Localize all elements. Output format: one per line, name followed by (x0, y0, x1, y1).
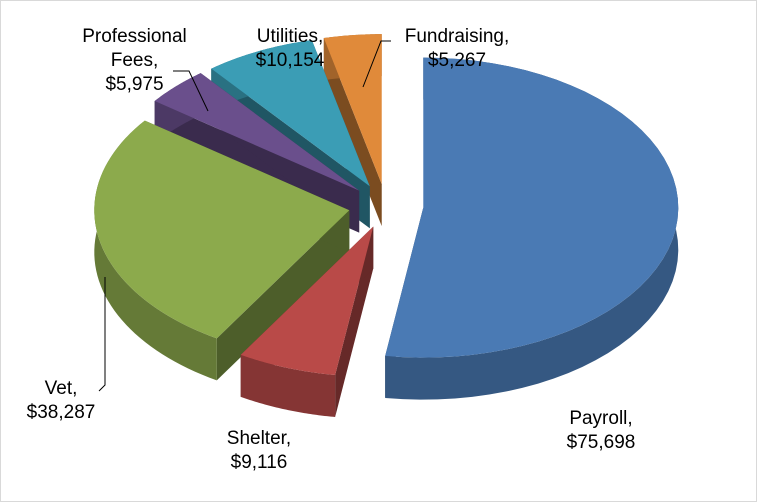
category-label: Vet, (44, 378, 78, 399)
value-label: $10,154 (255, 50, 325, 71)
category-label: Payroll, (569, 408, 633, 429)
slice (94, 120, 350, 339)
slice (385, 57, 679, 358)
data-label: Payroll, $75,698 (516, 407, 686, 455)
slice-rim (94, 120, 217, 381)
slice-side (323, 38, 382, 227)
leader-line (98, 277, 106, 392)
leader-line (173, 70, 209, 112)
slice (323, 34, 382, 185)
category-label: Shelter, (226, 428, 292, 449)
data-label: Vet, $38,287 (0, 377, 146, 425)
slice (240, 226, 374, 375)
value-label: $5,975 (105, 74, 164, 95)
value-label: $9,116 (230, 452, 288, 473)
data-label: Professional Fees, $5,975 (47, 25, 222, 97)
slice-rim (240, 354, 336, 417)
data-label: Fundraising, $5,267 (372, 25, 542, 73)
category-label: Professional Fees, (82, 26, 187, 71)
slice-side (216, 210, 350, 381)
slice (154, 73, 360, 191)
value-label: $75,698 (566, 432, 636, 453)
value-label: $5,267 (427, 50, 487, 71)
data-label: Utilities, $10,154 (205, 25, 375, 73)
leader-line (362, 40, 391, 88)
value-label: $38,287 (26, 402, 96, 423)
slice (211, 40, 370, 187)
data-label: Shelter, $9,116 (174, 427, 344, 475)
category-label: Utilities, (256, 26, 324, 47)
category-label: Fundraising, (404, 26, 510, 47)
